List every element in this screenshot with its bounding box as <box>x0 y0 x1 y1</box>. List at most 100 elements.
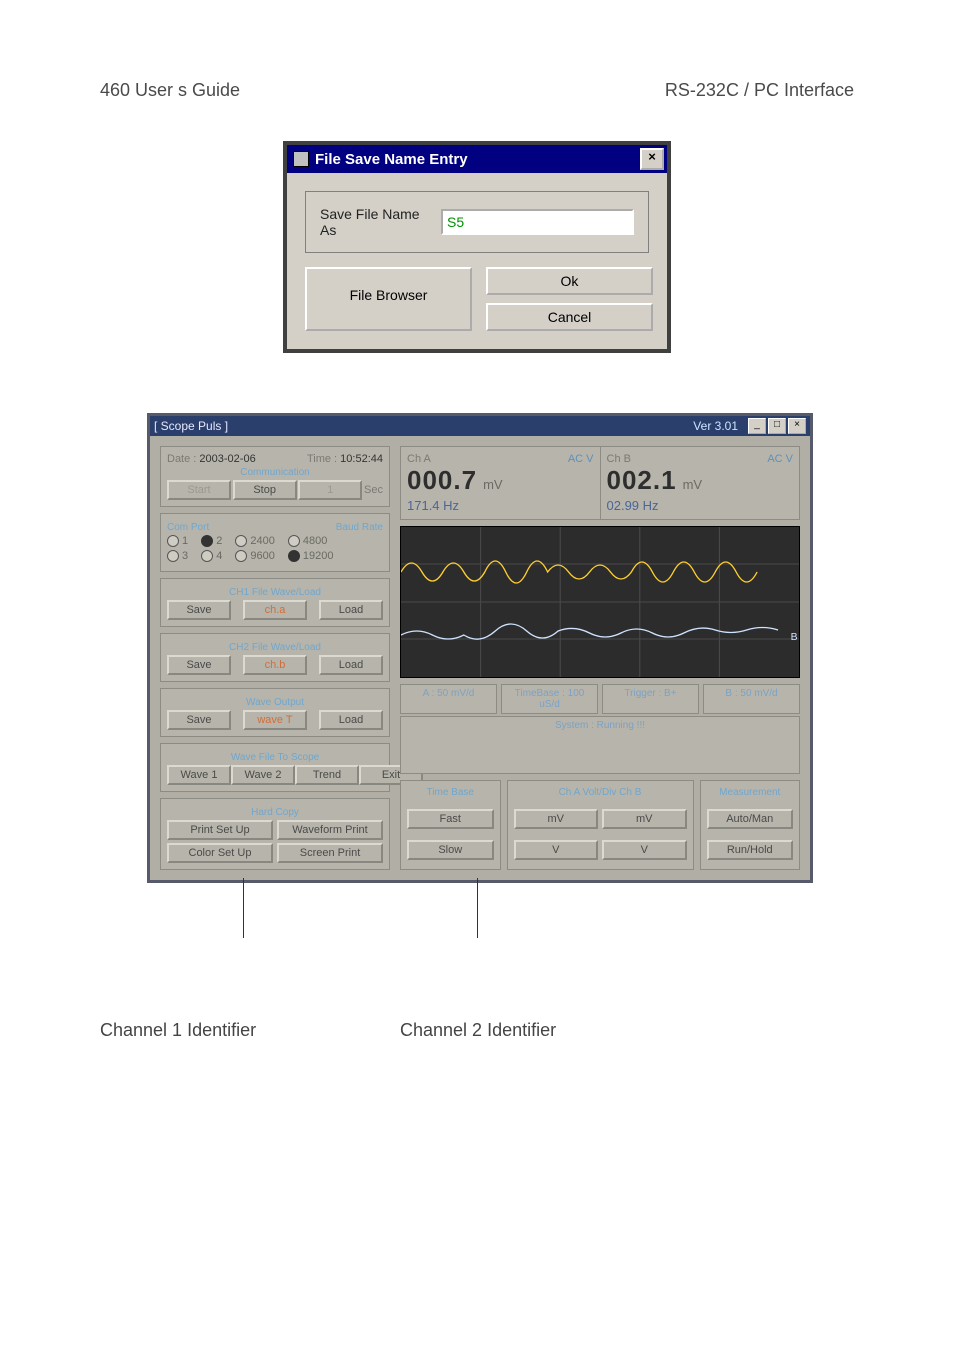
rate-19200-radio[interactable]: 19200 <box>288 550 334 562</box>
com3-radio[interactable]: 3 <box>167 550 188 562</box>
cha-freq: 171.4 <box>407 498 440 513</box>
cha-name: Ch A <box>407 453 431 465</box>
close-icon[interactable]: × <box>788 418 806 434</box>
com2-radio[interactable]: 2 <box>201 535 222 547</box>
chb-name: Ch B <box>607 453 631 465</box>
file-save-dialog: File Save Name Entry × Save File Name As… <box>283 141 671 353</box>
rate-4800-radio[interactable]: 4800 <box>288 535 327 547</box>
timebase-label: Time Base <box>407 787 494 798</box>
ch1-file-field[interactable]: ch.a <box>243 600 307 620</box>
fast-button[interactable]: Fast <box>407 809 494 829</box>
wave-save-button[interactable]: Save <box>167 710 231 730</box>
datetime-panel: Date : 2003-02-06 Time : 10:52:44 Commun… <box>160 446 390 507</box>
chb-unit: mV <box>683 477 703 492</box>
rate-2400-radio[interactable]: 2400 <box>235 535 274 547</box>
dialog-title: File Save Name Entry <box>315 151 468 168</box>
time-label: Time : <box>307 453 337 465</box>
cha-unit: mV <box>483 477 503 492</box>
chb-v-button[interactable]: V <box>602 840 687 860</box>
ch1-save-button[interactable]: Save <box>167 600 231 620</box>
baud-panel: Com PortBaud Rate 1 2 2400 4800 3 4 9600… <box>160 513 390 572</box>
cancel-button[interactable]: Cancel <box>486 303 653 331</box>
stop-button[interactable]: Stop <box>233 480 297 500</box>
ch2-file-field[interactable]: ch.b <box>243 655 307 675</box>
com4-radio[interactable]: 4 <box>201 550 222 562</box>
callout-line-2 <box>477 878 478 938</box>
status-system: System : Running !!! <box>400 716 800 774</box>
filename-input[interactable] <box>441 209 634 235</box>
left-panel: Date : 2003-02-06 Time : 10:52:44 Commun… <box>160 446 390 870</box>
status-a: A : 50 mV/d <box>400 684 497 714</box>
timebase-controls: Time Base Fast Slow <box>400 780 501 870</box>
wave2-button[interactable]: Wave 2 <box>231 765 295 785</box>
com1-radio[interactable]: 1 <box>167 535 188 547</box>
scope-window: [ Scope Puls ] Ver 3.01 _ □ × Date : 200… <box>147 413 813 883</box>
chb-mode: AC V <box>767 453 793 465</box>
dialog-titlebar: File Save Name Entry × <box>287 145 667 173</box>
filename-label: Save File Name As <box>320 206 431 238</box>
date-label: Date : <box>167 453 196 465</box>
filename-group: Save File Name As <box>305 191 649 253</box>
caption-channel-1: Channel 1 Identifier <box>100 1020 256 1041</box>
wave-file-field[interactable]: wave T <box>243 710 307 730</box>
readouts: Ch A AC V 000.7 mV 171.4 Hz Ch B AC V 002.1… <box>400 446 800 520</box>
maximize-icon[interactable]: □ <box>768 418 786 434</box>
callout-line-1 <box>243 878 244 938</box>
hardcopy-panel: Hard Copy Print Set Up Waveform Print Co… <box>160 798 390 870</box>
status-row: A : 50 mV/d TimeBase : 100 uS/d Trigger … <box>400 684 800 714</box>
ch1-load-button[interactable]: Load <box>319 600 383 620</box>
rate-9600-radio[interactable]: 9600 <box>235 550 274 562</box>
minimize-icon[interactable]: _ <box>748 418 766 434</box>
status-trigger: Trigger : B+ <box>602 684 699 714</box>
voltdiv-controls: Ch A Volt/Div Ch B mVmV VV <box>507 780 694 870</box>
ch1-file-label: CH1 File Wave/Load <box>167 587 383 598</box>
start-button[interactable]: Start <box>167 480 231 500</box>
channel-b-readout: Ch BAC V 002.1mV 02.99 Hz <box>601 447 800 519</box>
app-icon <box>293 151 309 167</box>
cha-value: 000.7 <box>407 465 477 496</box>
sec-label: Sec <box>364 484 383 496</box>
slow-button[interactable]: Slow <box>407 840 494 860</box>
chb-value: 002.1 <box>607 465 677 496</box>
wave-to-scope-label: Wave File To Scope <box>167 752 383 763</box>
cha-funit: Hz <box>443 498 459 513</box>
scope-titlebar: [ Scope Puls ] Ver 3.01 _ □ × <box>150 416 810 436</box>
cha-v-button[interactable]: V <box>514 840 599 860</box>
chb-funit: Hz <box>643 498 659 513</box>
ch2-file-panel: CH2 File Wave/Load Save ch.b Load <box>160 633 390 682</box>
trace-b-marker: B <box>791 632 798 643</box>
wave-out-label: Wave Output <box>167 697 383 708</box>
wave-to-scope-panel: Wave File To Scope Wave 1 Wave 2 Trend E… <box>160 743 390 792</box>
comm-label: Communication <box>167 467 383 478</box>
port-label: Com Port <box>167 522 209 533</box>
chb-mv-button[interactable]: mV <box>602 809 687 829</box>
cha-mv-button[interactable]: mV <box>514 809 599 829</box>
run-hold-button[interactable]: Run/Hold <box>707 840 794 860</box>
trend-button[interactable]: Trend <box>295 765 359 785</box>
print-setup-button[interactable]: Print Set Up <box>167 820 273 840</box>
time-value: 10:52:44 <box>340 453 383 465</box>
auto-man-button[interactable]: Auto/Man <box>707 809 794 829</box>
caption-channel-2: Channel 2 Identifier <box>400 1020 556 1041</box>
waveform-display: B <box>400 526 800 678</box>
header-left: 460 User s Guide <box>100 80 240 101</box>
ch2-load-button[interactable]: Load <box>319 655 383 675</box>
control-row: Time Base Fast Slow Ch A Volt/Div Ch B m… <box>400 780 800 870</box>
scope-version: Ver 3.01 <box>693 419 738 433</box>
wave-load-button[interactable]: Load <box>319 710 383 730</box>
ch2-save-button[interactable]: Save <box>167 655 231 675</box>
ok-button[interactable]: Ok <box>486 267 653 295</box>
hardcopy-label: Hard Copy <box>167 807 383 818</box>
status-timebase: TimeBase : 100 uS/d <box>501 684 598 714</box>
wave1-button[interactable]: Wave 1 <box>167 765 231 785</box>
voltdiv-label: Ch A Volt/Div Ch B <box>514 787 687 798</box>
wave-print-button[interactable]: Waveform Print <box>277 820 383 840</box>
color-setup-button[interactable]: Color Set Up <box>167 843 273 863</box>
interval-field[interactable]: 1 <box>298 480 362 500</box>
close-icon[interactable]: × <box>640 148 664 170</box>
screen-print-button[interactable]: Screen Print <box>277 843 383 863</box>
file-browser-button[interactable]: File Browser <box>305 267 472 331</box>
date-value: 2003-02-06 <box>199 453 255 465</box>
page-header: 460 User s Guide RS-232C / PC Interface <box>100 80 854 101</box>
cha-mode: AC V <box>568 453 594 465</box>
